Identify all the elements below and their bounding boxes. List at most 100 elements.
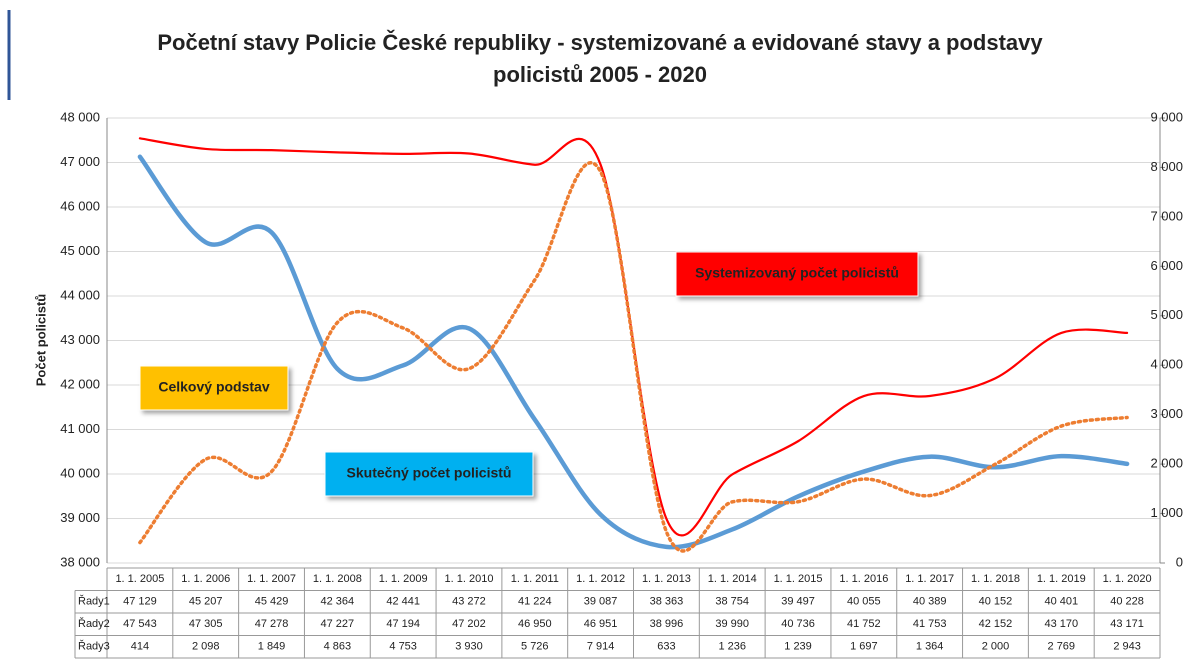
table-value: 43 170 <box>1044 618 1078 630</box>
table-value: 47 278 <box>255 618 289 630</box>
table-value: 40 152 <box>979 596 1013 608</box>
y-tick-label: 47 000 <box>60 154 100 169</box>
table-value: 414 <box>131 641 149 653</box>
x-tick-label: 1. 1. 2016 <box>839 573 888 585</box>
table-value: 47 305 <box>189 618 223 630</box>
y2-tick-label: 9 000 <box>1150 109 1183 124</box>
table-value: 47 194 <box>386 618 420 630</box>
y-tick-label: 43 000 <box>60 332 100 347</box>
table-value: 39 497 <box>781 596 815 608</box>
table-value: 38 363 <box>650 596 684 608</box>
y2-tick-label: 0 <box>1176 554 1183 569</box>
y2-tick-label: 5 000 <box>1150 307 1183 322</box>
chart-title: Početní stavy Policie České republiky - … <box>157 30 1043 55</box>
annotation-box <box>675 251 919 297</box>
x-tick-label: 1. 1. 2009 <box>379 573 428 585</box>
x-tick-label: 1. 1. 2017 <box>905 573 954 585</box>
y-tick-label: 48 000 <box>60 109 100 124</box>
x-tick-label: 1. 1. 2011 <box>511 573 559 585</box>
table-value: 41 752 <box>847 618 881 630</box>
table-value: 45 207 <box>189 596 223 608</box>
table-value: 47 543 <box>123 618 157 630</box>
x-tick-label: 1. 1. 2018 <box>971 573 1020 585</box>
table-value: 47 227 <box>321 618 355 630</box>
annotation-text: Systemizovaný počet policistů <box>695 265 899 281</box>
y2-tick-label: 6 000 <box>1150 258 1183 273</box>
series-line <box>137 154 1130 550</box>
x-tick-label: 1. 1. 2005 <box>115 573 164 585</box>
y-tick-label: 46 000 <box>60 198 100 213</box>
table-value: 43 171 <box>1110 618 1144 630</box>
x-tick-label: 1. 1. 2019 <box>1037 573 1086 585</box>
table-value: 1 239 <box>784 641 812 653</box>
data-table: 1. 1. 2005 1. 1. 2006 1. 1. 2007 1. 1. 2008… <box>74 567 1161 659</box>
table-value: 39 990 <box>715 618 749 630</box>
table-value: 47 129 <box>123 596 157 608</box>
table-value: 2 943 <box>1113 641 1141 653</box>
x-tick-label: 1. 1. 2015 <box>774 573 823 585</box>
table-value: 1 364 <box>916 641 944 653</box>
table-value: 40 401 <box>1044 596 1078 608</box>
table-value: 2 769 <box>1048 641 1076 653</box>
table-value: 40 055 <box>847 596 881 608</box>
x-tick-label: 1. 1. 2012 <box>576 573 625 585</box>
table-value: 43 272 <box>452 596 486 608</box>
series-line <box>138 137 1129 537</box>
y-tick-label: 41 000 <box>60 421 100 436</box>
table-value: 42 364 <box>321 596 355 608</box>
table-value: 3 930 <box>455 641 483 653</box>
annotation-text: Celkový podstav <box>158 379 269 395</box>
y2-tick-label: 8 000 <box>1150 159 1183 174</box>
table-value: 4 753 <box>389 641 417 653</box>
table-value: 1 236 <box>718 641 746 653</box>
annotation-box <box>139 365 289 411</box>
y2-tick-label: 1 000 <box>1150 505 1183 520</box>
table-value: 42 152 <box>979 618 1013 630</box>
chart-title: policistů 2005 - 2020 <box>493 62 707 87</box>
table-value: 46 950 <box>518 618 552 630</box>
table-value: 40 389 <box>913 596 947 608</box>
y2-tick-label: 7 000 <box>1150 208 1183 223</box>
y2-tick-label: 2 000 <box>1150 456 1183 471</box>
table-value: 40 736 <box>781 618 815 630</box>
table-value: 40 228 <box>1110 596 1144 608</box>
series-line <box>138 161 1129 553</box>
x-tick-label: 1. 1. 2010 <box>445 573 494 585</box>
x-tick-label: 1. 1. 2008 <box>313 573 362 585</box>
legend-label: Řady3 <box>78 640 110 653</box>
table-value: 42 441 <box>386 596 420 608</box>
y-tick-label: 40 000 <box>60 465 100 480</box>
table-value: 46 951 <box>584 618 618 630</box>
x-tick-label: 1. 1. 2013 <box>642 573 691 585</box>
x-tick-label: 1. 1. 2014 <box>708 573 757 585</box>
legend-label: Řady2 <box>78 617 110 630</box>
table-value: 39 087 <box>584 596 618 608</box>
x-tick-label: 1. 1. 2007 <box>247 573 296 585</box>
table-value: 38 754 <box>715 596 749 608</box>
y-tick-label: 39 000 <box>60 510 100 525</box>
table-value: 41 224 <box>518 596 552 608</box>
table-value: 41 753 <box>913 618 947 630</box>
y-tick-label: 42 000 <box>60 376 100 391</box>
table-value: 5 726 <box>521 641 549 653</box>
annotation-box <box>324 451 534 497</box>
x-tick-label: 1. 1. 2020 <box>1103 573 1152 585</box>
table-value: 7 914 <box>587 641 615 653</box>
table-value: 45 429 <box>255 596 289 608</box>
y-axis-label: Počet policistů <box>33 294 48 387</box>
legend-label: Řady1 <box>78 595 110 608</box>
table-value: 38 996 <box>650 618 684 630</box>
table-value: 2 000 <box>982 641 1010 653</box>
y2-tick-label: 4 000 <box>1150 357 1183 372</box>
table-value: 1 697 <box>850 641 878 653</box>
table-value: 2 098 <box>192 641 220 653</box>
table-value: 4 863 <box>324 641 352 653</box>
table-value: 633 <box>657 641 675 653</box>
table-value: 47 202 <box>452 618 486 630</box>
y-tick-label: 38 000 <box>60 554 100 569</box>
x-tick-label: 1. 1. 2006 <box>181 573 230 585</box>
annotation-text: Skutečný počet policistů <box>347 465 512 481</box>
table-value: 1 849 <box>258 641 286 653</box>
y2-tick-label: 3 000 <box>1150 406 1183 421</box>
